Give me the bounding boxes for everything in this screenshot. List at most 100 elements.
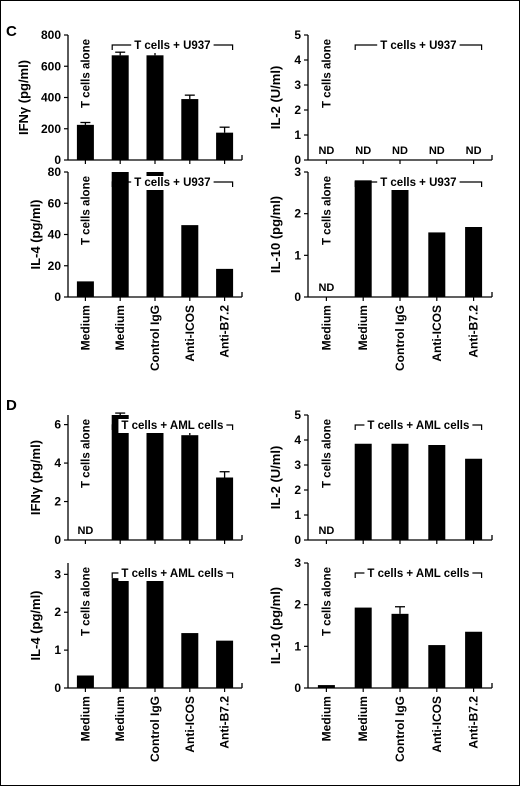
category-label: Anti-ICOS bbox=[430, 305, 444, 362]
y-tick-label: 0 bbox=[294, 153, 301, 167]
category-label: Control IgG bbox=[148, 696, 162, 762]
bar bbox=[428, 232, 446, 297]
category-label: Anti-B7.2 bbox=[218, 696, 232, 749]
y-axis-label: IFNγ (pg/ml) bbox=[28, 440, 43, 515]
alone-label: T cells alone bbox=[321, 176, 333, 245]
panel-letter-c: C bbox=[6, 23, 17, 40]
nd-label: ND bbox=[77, 525, 93, 537]
alone-label: T cells alone bbox=[80, 39, 92, 108]
group-label-backing bbox=[377, 39, 460, 53]
y-axis-label: IL-10 (pg/ml) bbox=[268, 587, 283, 664]
alone-label: T cells alone bbox=[80, 567, 92, 636]
bar bbox=[354, 443, 372, 540]
category-label: Control IgG bbox=[393, 696, 407, 762]
bar bbox=[181, 633, 199, 688]
group-label-backing bbox=[377, 176, 460, 190]
group-label: T cells + U937 bbox=[380, 177, 456, 189]
y-tick-label: 0 bbox=[294, 681, 301, 695]
category-label: Control IgG bbox=[148, 305, 162, 371]
nd-label: ND bbox=[429, 145, 445, 157]
nd-label: ND bbox=[355, 145, 371, 157]
category-label: Anti-ICOS bbox=[183, 305, 197, 362]
bar bbox=[76, 124, 94, 160]
bar bbox=[181, 99, 199, 160]
y-tick-label: 600 bbox=[41, 59, 61, 73]
y-tick-label: 4 bbox=[54, 456, 61, 470]
alone-label: T cells alone bbox=[321, 39, 333, 108]
y-tick-label: 0 bbox=[294, 533, 301, 547]
y-tick-label: 20 bbox=[48, 259, 62, 273]
panel-letter-d: D bbox=[6, 397, 17, 414]
y-tick-label: 3 bbox=[294, 78, 301, 92]
bar bbox=[146, 570, 164, 688]
bar bbox=[428, 645, 446, 688]
group-label: T cells + AML cells bbox=[367, 568, 469, 580]
bar bbox=[216, 477, 234, 540]
y-tick-label: 40 bbox=[48, 228, 62, 242]
group-label: T cells + AML cells bbox=[121, 568, 223, 580]
y-tick-label: 2 bbox=[294, 103, 301, 117]
category-label: Anti-B7.2 bbox=[218, 305, 232, 358]
bar bbox=[465, 227, 483, 297]
group-label: T cells + AML cells bbox=[121, 420, 223, 432]
y-tick-label: 1 bbox=[54, 643, 61, 657]
bar bbox=[465, 458, 483, 540]
bar bbox=[391, 613, 409, 688]
y-tick-label: 2 bbox=[54, 495, 61, 509]
chart-c-bottom-left: 0 20 40 60 80 IL-4 (pg/ml) T cells alone T cell… bbox=[28, 165, 243, 371]
y-tick-label: 2 bbox=[294, 207, 301, 221]
group-label-backing bbox=[131, 176, 214, 190]
y-tick-label: 1 bbox=[294, 128, 301, 142]
y-tick-label: 200 bbox=[41, 122, 61, 136]
y-tick-label: 3 bbox=[294, 556, 301, 570]
y-tick-label: 5 bbox=[294, 408, 301, 422]
y-tick-label: 0 bbox=[54, 153, 61, 167]
y-axis-label: IL-4 (pg/ml) bbox=[28, 199, 43, 269]
bar bbox=[391, 184, 409, 297]
y-tick-label: 0 bbox=[54, 533, 61, 547]
category-label: Medium bbox=[78, 696, 92, 741]
y-tick-label: 2 bbox=[54, 605, 61, 619]
bar bbox=[111, 578, 129, 688]
bar bbox=[181, 435, 199, 540]
bar bbox=[216, 640, 234, 688]
bar bbox=[111, 172, 129, 297]
chart-d-top-right: 0 1 2 3 4 5 IL-2 (U/ml) ND T cells alone T cells … bbox=[268, 408, 493, 547]
bar bbox=[111, 55, 129, 160]
group-label-backing bbox=[131, 39, 214, 53]
bar bbox=[465, 631, 483, 688]
y-axis-label: IL-10 (pg/ml) bbox=[268, 196, 283, 273]
y-axis-label: IFNγ (pg/ml) bbox=[16, 60, 31, 135]
group-label-backing bbox=[118, 419, 227, 433]
group-label: T cells + U937 bbox=[380, 40, 456, 52]
group-label-backing bbox=[364, 567, 473, 581]
category-label: Anti-B7.2 bbox=[467, 305, 481, 358]
y-tick-label: 1 bbox=[294, 508, 301, 522]
y-axis-label: IL-2 (U/ml) bbox=[268, 446, 283, 510]
bar bbox=[216, 268, 234, 297]
y-tick-label: 0 bbox=[294, 290, 301, 304]
alone-label: T cells alone bbox=[80, 176, 92, 245]
y-tick-label: 4 bbox=[294, 433, 301, 447]
group-label-backing bbox=[364, 419, 473, 433]
bar bbox=[317, 685, 335, 688]
chart-d-bottom-right: 0 1 2 3 IL-10 (pg/ml) T cells alone T cells + … bbox=[268, 556, 493, 762]
bar bbox=[146, 172, 164, 297]
bar bbox=[76, 281, 94, 297]
y-axis-label: IL-4 (pg/ml) bbox=[28, 590, 43, 660]
group-label-backing bbox=[118, 567, 227, 581]
category-label: Medium bbox=[113, 305, 127, 350]
chart-d-top-left: 0 2 4 6 IFNγ (pg/ml) ND T cells alone T cells +… bbox=[28, 412, 243, 547]
category-label: Medium bbox=[356, 305, 370, 350]
category-label: Medium bbox=[319, 696, 333, 741]
nd-label: ND bbox=[466, 145, 482, 157]
y-tick-label: 3 bbox=[294, 458, 301, 472]
chart-d-bottom-left: 0 1 2 3 IL-4 (pg/ml) T cells alone T cells + A… bbox=[28, 563, 243, 762]
chart-c-top-right: 0 1 2 3 4 5 IL-2 (U/ml) ND ND ND ND ND T cells alone… bbox=[268, 28, 493, 167]
y-tick-label: 3 bbox=[294, 165, 301, 179]
nd-label: ND bbox=[318, 145, 334, 157]
bar bbox=[181, 225, 199, 297]
y-tick-label: 0 bbox=[54, 290, 61, 304]
y-tick-label: 60 bbox=[48, 196, 62, 210]
